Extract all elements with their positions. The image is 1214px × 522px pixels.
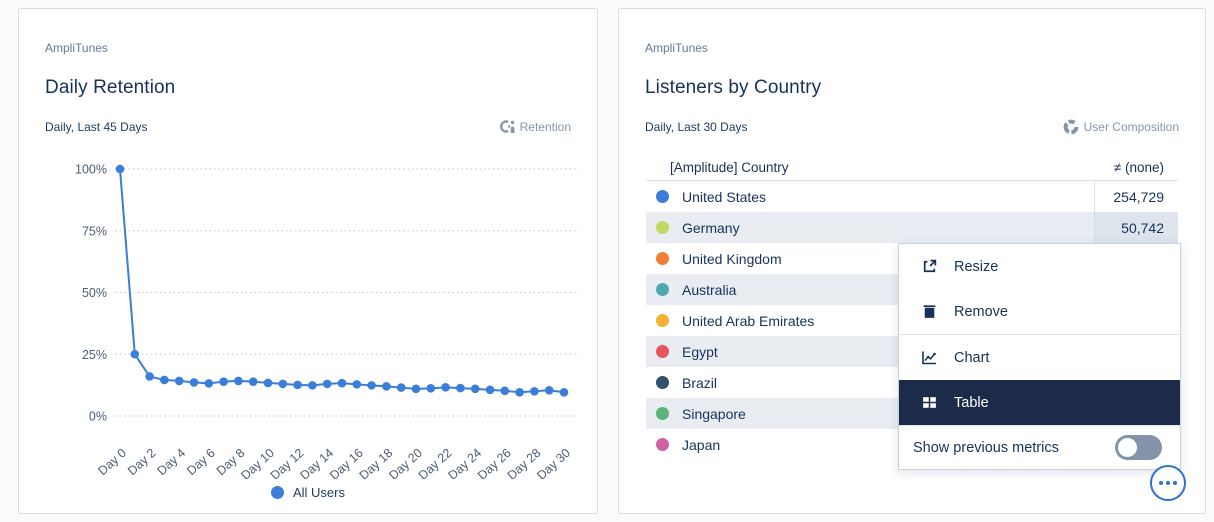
widget-context-menu: Resize Remove Chart Table Show previous met… — [898, 243, 1181, 470]
series-color-dot — [656, 376, 669, 389]
svg-text:25%: 25% — [82, 348, 107, 362]
card-title: Listeners by Country — [645, 77, 822, 98]
country-label: Australia — [682, 281, 737, 298]
menu-item-table[interactable]: Table — [899, 380, 1180, 425]
svg-text:Day 4: Day 4 — [155, 446, 189, 478]
menu-item-label: Resize — [954, 258, 999, 275]
resize-icon — [921, 258, 938, 275]
menu-item-label: Chart — [954, 349, 990, 366]
menu-divider — [899, 334, 1180, 335]
svg-text:Day 6: Day 6 — [184, 446, 218, 478]
country-label: Brazil — [682, 374, 718, 391]
series-color-dot — [656, 345, 669, 358]
date-range-label: Daily, Last 30 Days — [645, 120, 748, 134]
app-label: AmpliTunes — [645, 41, 708, 55]
series-color-dot — [656, 221, 669, 234]
svg-text:100%: 100% — [75, 163, 107, 177]
country-cell: Brazil — [646, 367, 1094, 398]
series-color-dot — [656, 190, 669, 203]
table-row[interactable]: Brazil — [646, 367, 1178, 398]
legend-series-label: All Users — [292, 485, 345, 500]
menu-item-label: Remove — [954, 303, 1008, 320]
table-row[interactable]: Germany 50,742 — [646, 212, 1178, 243]
app-label: AmpliTunes — [45, 41, 108, 55]
ellipsis-icon — [1159, 481, 1163, 485]
chart-type-indicator: User Composition — [1063, 119, 1179, 135]
table-header-row: [Amplitude] Country ≠ (none) — [646, 155, 1178, 181]
trash-icon — [921, 303, 938, 320]
country-cell: Egypt — [646, 336, 1094, 367]
menu-item-resize[interactable]: Resize — [899, 244, 1180, 289]
show-previous-metrics-row: Show previous metrics — [899, 425, 1180, 469]
country-cell: Germany — [646, 212, 1094, 243]
table-icon — [921, 394, 938, 411]
chart-type-label: Retention — [519, 119, 571, 134]
country-label: United States — [682, 188, 767, 205]
daily-retention-card: AmpliTunes Daily Retention Daily, Last 4… — [18, 8, 598, 514]
listeners-by-country-card: AmpliTunes Listeners by Country Daily, L… — [618, 8, 1206, 514]
svg-text:Day 30: Day 30 — [534, 446, 573, 479]
country-label: Singapore — [682, 405, 746, 422]
column-header-country: [Amplitude] Country — [670, 160, 789, 175]
card-title: Daily Retention — [45, 77, 176, 98]
country-label: United Arab Emirates — [682, 312, 815, 329]
svg-text:75%: 75% — [82, 224, 107, 238]
show-previous-metrics-toggle[interactable] — [1115, 435, 1162, 460]
menu-item-label: Table — [954, 394, 989, 411]
chart-type-indicator: Retention — [498, 119, 571, 134]
value-cell: 254,729 — [1094, 181, 1178, 212]
series-color-dot — [656, 283, 669, 296]
country-label: Japan — [682, 436, 721, 453]
user-composition-icon — [1063, 119, 1079, 135]
series-color-dot — [656, 252, 669, 265]
chart-type-label: User Composition — [1083, 120, 1179, 134]
card-meta-row: Daily, Last 45 Days Retention — [19, 99, 597, 134]
country-label: United Kingdom — [682, 250, 782, 267]
chart-legend[interactable]: All Users — [19, 485, 597, 500]
country-cell: United Arab Emirates — [646, 305, 1094, 336]
chart-icon — [921, 349, 938, 366]
column-header-value: ≠ (none) — [1113, 160, 1164, 175]
country-cell: Australia — [646, 274, 1094, 305]
country-label: Germany — [682, 219, 740, 236]
table-row[interactable]: United States 254,729 — [646, 181, 1178, 212]
menu-item-remove[interactable]: Remove — [899, 289, 1180, 334]
card-meta-row: Daily, Last 30 Days User Composition — [619, 99, 1205, 135]
svg-text:Day 2: Day 2 — [125, 446, 159, 478]
country-cell: United States — [646, 181, 1094, 212]
country-cell: Japan — [646, 429, 1094, 460]
legend-series-dot — [270, 486, 284, 499]
svg-text:0%: 0% — [89, 410, 107, 424]
series-color-dot — [656, 314, 669, 327]
country-cell: United Kingdom — [646, 243, 1094, 274]
table-row[interactable]: Japan — [646, 429, 1178, 460]
series-color-dot — [656, 407, 669, 420]
toggle-label: Show previous metrics — [913, 439, 1059, 456]
retention-icon — [499, 120, 515, 133]
value-cell: 50,742 — [1094, 212, 1178, 243]
date-range-label: Daily, Last 45 Days — [45, 119, 148, 134]
svg-text:50%: 50% — [82, 286, 107, 300]
toggle-knob — [1118, 438, 1137, 457]
svg-text:Day 0: Day 0 — [95, 446, 129, 478]
more-options-button[interactable] — [1150, 465, 1186, 501]
country-label: Egypt — [682, 343, 718, 360]
retention-line-chart[interactable]: 0% 25% 50% 75% 100% Day 0 Day 2 Day 4 Day 6 Day 8… — [41, 157, 597, 484]
country-cell: Singapore — [646, 398, 1094, 429]
series-color-dot — [656, 438, 669, 451]
menu-item-chart[interactable]: Chart — [899, 335, 1180, 380]
